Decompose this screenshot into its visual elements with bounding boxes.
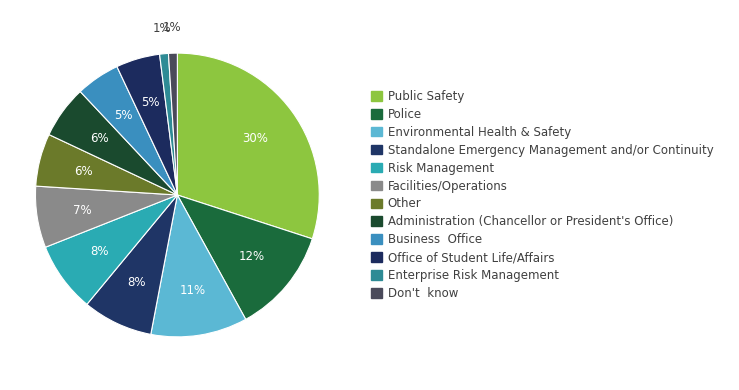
Text: 1%: 1% (163, 21, 181, 34)
Text: 6%: 6% (90, 132, 109, 145)
Text: 8%: 8% (127, 276, 146, 289)
Text: 8%: 8% (90, 245, 109, 258)
Text: 11%: 11% (180, 284, 205, 297)
Text: 12%: 12% (239, 250, 265, 263)
Text: 5%: 5% (114, 109, 132, 122)
Wedge shape (35, 135, 177, 195)
Wedge shape (35, 186, 177, 247)
Wedge shape (168, 53, 177, 195)
Wedge shape (177, 195, 313, 319)
Wedge shape (117, 54, 177, 195)
Wedge shape (177, 53, 319, 239)
Wedge shape (160, 53, 177, 195)
Wedge shape (151, 195, 245, 337)
Wedge shape (45, 195, 177, 304)
Text: 5%: 5% (141, 96, 160, 109)
Legend: Public Safety, Police, Environmental Health & Safety, Standalone Emergency Manag: Public Safety, Police, Environmental Hea… (368, 86, 717, 304)
Wedge shape (87, 195, 177, 334)
Text: 1%: 1% (152, 22, 171, 35)
Wedge shape (49, 92, 177, 195)
Text: 30%: 30% (242, 132, 268, 145)
Text: 7%: 7% (72, 204, 92, 216)
Wedge shape (81, 67, 177, 195)
Text: 6%: 6% (75, 165, 93, 177)
